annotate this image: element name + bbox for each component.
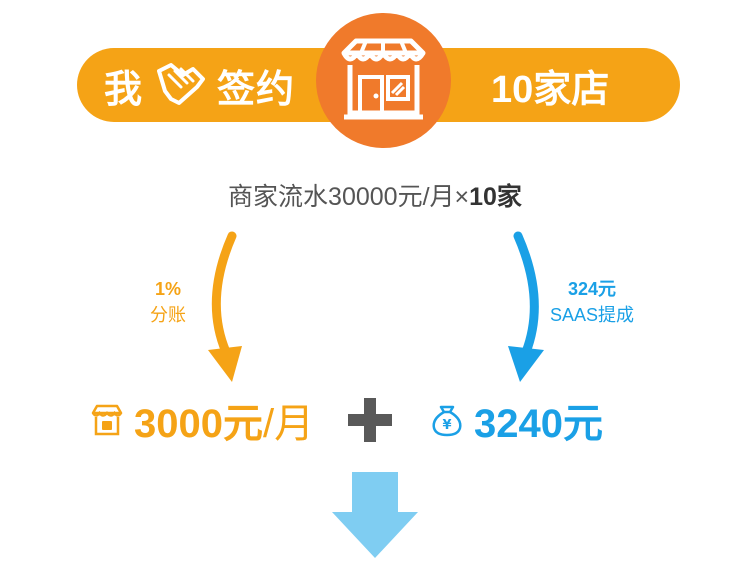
store-circle	[316, 13, 451, 148]
down-arrow-icon	[332, 472, 418, 558]
result-right: ¥ 3240元	[428, 394, 603, 446]
left-flow-label: 1% 分账	[118, 276, 218, 328]
banner-right-text: 10家店	[491, 68, 610, 111]
small-store-icon	[91, 404, 123, 436]
right-flow-text: SAAS提成	[549, 305, 635, 325]
right-curve-arrow-icon	[508, 231, 544, 382]
formula-prefix: 商家流水30000元/月	[228, 183, 455, 211]
formula: 商家流水30000元/月×10家	[0, 180, 750, 214]
plus-icon	[348, 398, 392, 442]
formula-count: 10家	[469, 183, 522, 211]
result-left-value: 3000元	[134, 402, 263, 446]
right-flow-amount: 324元	[567, 279, 617, 299]
banner-qianyue: 签约	[217, 68, 296, 111]
left-curve-arrow-icon	[208, 231, 242, 382]
result-left: 3000元/月	[88, 394, 314, 446]
svg-text:¥: ¥	[442, 418, 451, 433]
left-flow-percent: 1%	[154, 279, 181, 299]
left-flow-text: 分账	[150, 305, 186, 325]
money-bag-icon: ¥	[432, 405, 462, 437]
handshake-icon	[157, 63, 206, 105]
result-right-value: 3240元	[474, 402, 603, 446]
storefront-icon	[341, 38, 426, 120]
banner-left-text: 我 签约	[104, 56, 295, 114]
formula-times: ×	[454, 183, 470, 211]
result-left-unit: /月	[262, 402, 315, 446]
right-flow-label: 324元 SAAS提成	[532, 276, 652, 328]
banner-wo: 我	[104, 68, 144, 111]
